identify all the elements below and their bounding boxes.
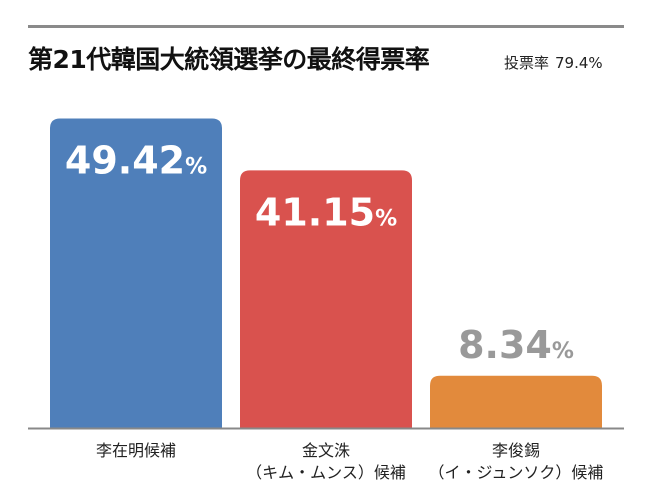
turnout-info: 投票率 79.4% — [504, 52, 603, 73]
top-rule — [28, 25, 624, 28]
bar-group: 49.42% — [50, 118, 222, 428]
category-label-line: （キム・ムンス）候補 — [246, 463, 406, 482]
bar-group: 41.15% — [240, 170, 412, 428]
category-label-line: 金文洙 — [301, 441, 350, 460]
category-label-line: 李在明候補 — [95, 441, 176, 460]
category-label-line: （イ・ジュンソク）候補 — [428, 463, 604, 482]
category-label-line: 李俊錫 — [491, 441, 540, 460]
chart-title: 第21代韓国大統領選挙の最終得票率 — [28, 45, 430, 74]
value-label: 8.34% — [458, 323, 574, 367]
bar — [430, 375, 602, 428]
category-label: 李在明候補 — [26, 440, 246, 462]
value-label: 49.42% — [65, 139, 207, 183]
bar — [240, 170, 412, 428]
value-label: 41.15% — [255, 190, 397, 234]
category-label: 李俊錫 （イ・ジュンソク）候補 — [406, 440, 626, 484]
bar — [50, 118, 222, 428]
turnout-value: 79.4% — [555, 54, 603, 72]
bar-group: 8.34% — [430, 323, 602, 428]
category-label: 金文洙 （キム・ムンス）候補 — [216, 440, 436, 484]
turnout-label: 投票率 — [504, 54, 550, 72]
